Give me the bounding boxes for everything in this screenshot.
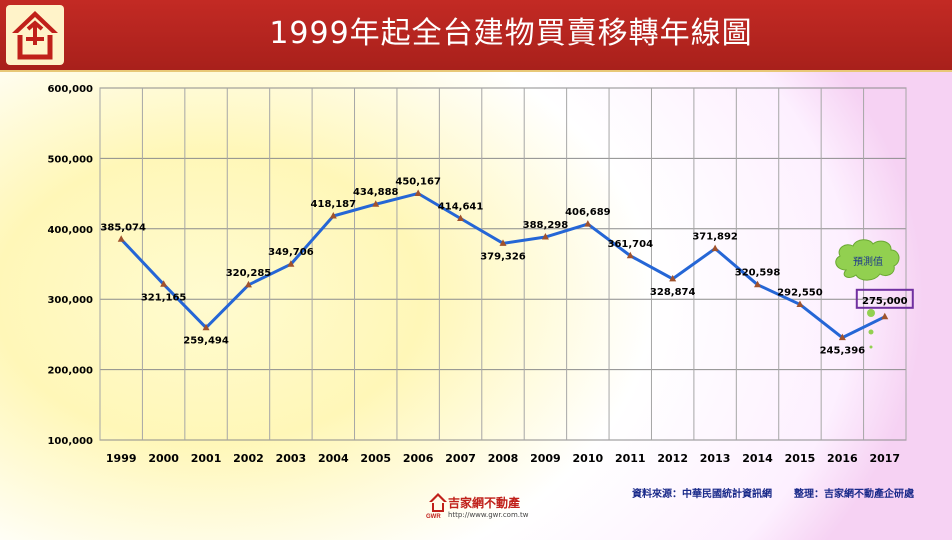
forecast-cloud-icon bbox=[835, 239, 900, 281]
x-tick-label: 2004 bbox=[318, 452, 349, 465]
forecast-annotation: 預測值 bbox=[835, 239, 900, 349]
data-point bbox=[584, 220, 592, 227]
data-label: 259,494 bbox=[183, 336, 229, 347]
y-tick-label: 300,000 bbox=[47, 295, 93, 306]
data-label: 321,165 bbox=[141, 292, 187, 303]
brand-name: 吉家網不動產 bbox=[448, 496, 521, 510]
data-point bbox=[711, 244, 719, 252]
x-tick-label: 2013 bbox=[700, 452, 731, 465]
data-point bbox=[881, 312, 889, 320]
data-label: 450,167 bbox=[395, 176, 441, 187]
y-axis: 100,000 200,000 300,000 400,000 500,000 600,0… bbox=[47, 84, 93, 447]
x-tick-label: 2003 bbox=[276, 452, 307, 465]
series-line bbox=[120, 191, 886, 340]
forecast-bubble bbox=[869, 345, 873, 349]
y-tick-label: 500,000 bbox=[47, 154, 93, 165]
source-text: 資料來源：中華民國統計資訊網 bbox=[632, 489, 772, 500]
data-point bbox=[669, 274, 677, 282]
data-point bbox=[754, 280, 762, 288]
data-point bbox=[838, 333, 846, 341]
logo bbox=[6, 5, 64, 65]
forecast-bubble bbox=[868, 329, 874, 335]
data-label: 275,000 bbox=[862, 296, 908, 307]
x-tick-label: 2008 bbox=[488, 452, 519, 465]
data-point bbox=[372, 200, 380, 207]
x-tick-label: 1999 bbox=[106, 452, 137, 465]
x-tick-label: 2001 bbox=[191, 452, 222, 465]
x-tick-label: 2010 bbox=[573, 452, 604, 465]
source-note: 資料來源：中華民國統計資訊網 整理：吉家網不動產企研處 bbox=[610, 485, 914, 500]
data-point bbox=[414, 189, 422, 196]
data-point bbox=[329, 211, 337, 219]
y-tick-label: 400,000 bbox=[47, 225, 93, 236]
brand-url: http://www.gwr.com.tw bbox=[448, 511, 529, 519]
forecast-value-box bbox=[855, 288, 914, 309]
data-point bbox=[287, 260, 295, 267]
header-banner: 1999年起全台建物買賣移轉年線圖 bbox=[0, 0, 952, 72]
data-label: 371,892 bbox=[692, 232, 738, 243]
compiled-by-text: 整理：吉家網不動產企研處 bbox=[794, 489, 914, 500]
data-point bbox=[796, 300, 804, 307]
data-labels: 385,074 321,165 259,494 320,285 349,706 418,1… bbox=[100, 176, 914, 357]
y-tick-label: 600,000 bbox=[47, 84, 93, 95]
data-label: 349,706 bbox=[268, 247, 314, 258]
plot-area bbox=[99, 87, 907, 441]
data-label: 320,598 bbox=[735, 268, 781, 279]
data-label: 434,888 bbox=[353, 187, 399, 198]
house-logo-icon bbox=[12, 11, 58, 60]
data-label: 388,298 bbox=[523, 220, 569, 231]
data-point bbox=[499, 239, 507, 246]
house-logo-icon bbox=[429, 493, 447, 512]
data-label: 414,641 bbox=[438, 201, 484, 212]
y-tick-label: 200,000 bbox=[47, 366, 93, 377]
data-label: 320,285 bbox=[226, 268, 272, 279]
data-label: 328,874 bbox=[650, 287, 696, 298]
x-tick-label: 2016 bbox=[827, 452, 858, 465]
line-chart: 100,000 200,000 300,000 400,000 500,000 600,0… bbox=[47, 84, 914, 465]
data-point bbox=[541, 233, 549, 240]
forecast-bubble bbox=[867, 309, 875, 317]
page-title: 1999年起全台建物買賣移轉年線圖 bbox=[269, 16, 753, 51]
x-axis: 1999 2000 2001 2002 2003 2004 2005 2006 2007 2008… bbox=[106, 452, 900, 465]
data-point bbox=[457, 214, 465, 221]
brand-abbr: GWR bbox=[426, 514, 441, 520]
x-tick-label: 2014 bbox=[742, 452, 773, 465]
x-tick-label: 2011 bbox=[615, 452, 646, 465]
data-point bbox=[202, 323, 210, 331]
footer-brand: GWR 吉家網不動產 http://www.gwr.com.tw bbox=[426, 490, 536, 530]
data-point bbox=[626, 251, 634, 259]
y-tick-label: 100,000 bbox=[47, 436, 93, 447]
x-tick-label: 2005 bbox=[360, 452, 391, 465]
x-tick-label: 2006 bbox=[403, 452, 434, 465]
data-label: 418,187 bbox=[311, 199, 357, 210]
gridlines bbox=[99, 87, 907, 441]
data-label: 245,396 bbox=[820, 346, 866, 357]
x-tick-label: 2007 bbox=[445, 452, 476, 465]
data-label: 379,326 bbox=[480, 251, 526, 262]
forecast-label: 預測值 bbox=[853, 255, 883, 268]
data-label: 292,550 bbox=[777, 287, 823, 298]
data-point bbox=[244, 280, 252, 288]
series-line-path bbox=[120, 191, 886, 340]
x-tick-label: 2017 bbox=[869, 452, 900, 465]
x-tick-label: 2000 bbox=[148, 452, 179, 465]
x-tick-label: 2009 bbox=[530, 452, 561, 465]
data-point bbox=[160, 280, 168, 287]
data-point bbox=[117, 235, 125, 242]
x-tick-label: 2002 bbox=[233, 452, 264, 465]
data-label: 406,689 bbox=[565, 207, 611, 218]
markers bbox=[117, 189, 889, 341]
x-tick-label: 2012 bbox=[657, 452, 688, 465]
x-tick-label: 2015 bbox=[785, 452, 816, 465]
data-label: 385,074 bbox=[100, 222, 146, 233]
data-label: 361,704 bbox=[607, 239, 653, 250]
